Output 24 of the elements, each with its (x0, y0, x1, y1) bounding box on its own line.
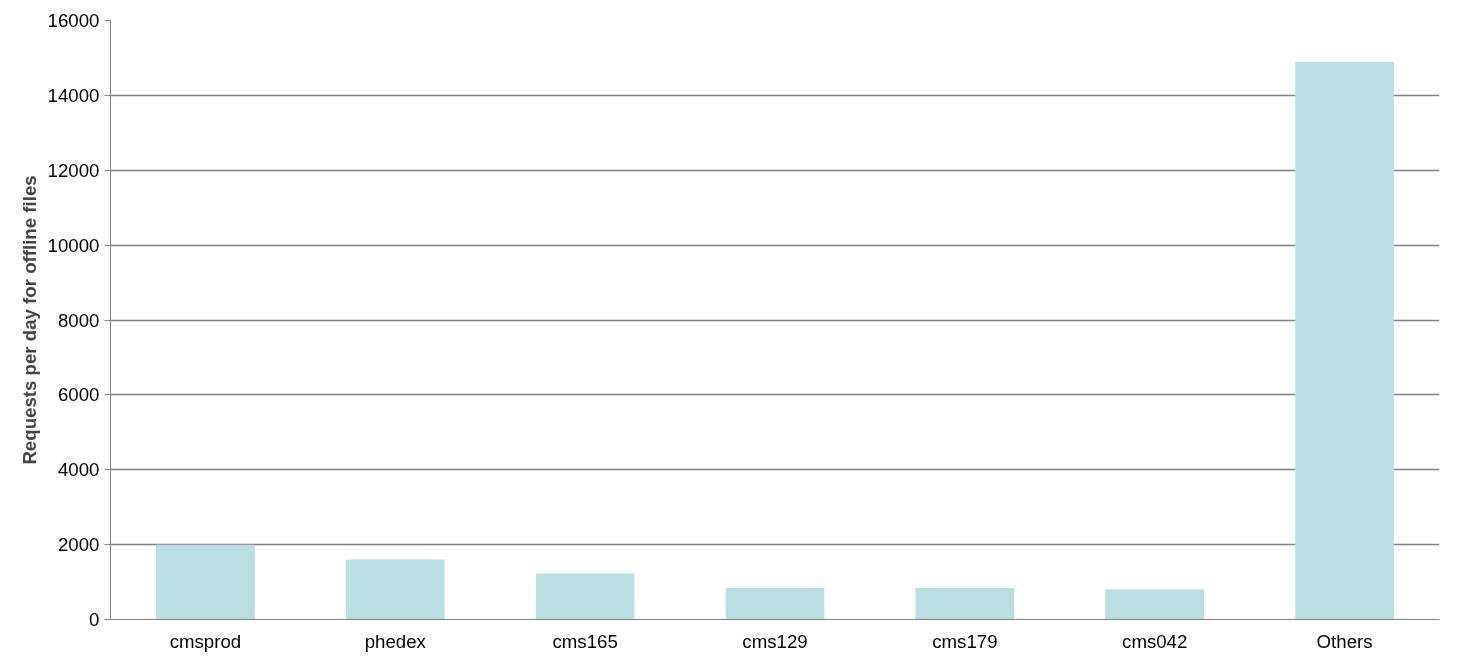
y-tick-label: 8000 (58, 309, 100, 331)
y-tick-label: 2000 (58, 534, 100, 556)
x-tick-label: phedex (364, 630, 427, 652)
bar (725, 588, 825, 620)
bar (535, 573, 635, 620)
y-tick-label: 4000 (58, 459, 100, 481)
y-tick-label: 14000 (47, 84, 100, 106)
y-tick-label: 6000 (58, 384, 100, 406)
y-tick-label: 12000 (47, 159, 100, 181)
x-tick-label: cms165 (552, 630, 618, 652)
x-tick-label: cmsprod (169, 630, 242, 652)
x-tick-label: Others (1316, 630, 1373, 652)
y-axis-title: Requests per day for offline files (18, 175, 40, 465)
x-tick-label: cms129 (742, 630, 808, 652)
y-tick-label: 10000 (47, 234, 100, 256)
y-tick-label: 16000 (47, 10, 100, 31)
bar (1295, 61, 1394, 620)
bar (156, 544, 255, 620)
bar (1105, 589, 1205, 620)
y-tick-label: 0 (89, 609, 100, 630)
x-tick-label: cms042 (1122, 630, 1188, 652)
bar (915, 588, 1015, 620)
bar (345, 559, 445, 620)
x-tick-label: cms179 (932, 630, 998, 652)
